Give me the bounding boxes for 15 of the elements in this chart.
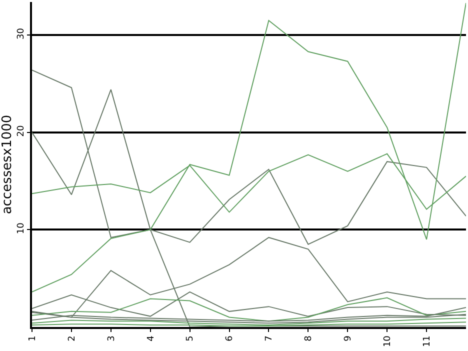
x-tick-label: 2	[67, 336, 78, 342]
x-tick-label: 11	[422, 336, 432, 348]
x-tick-label: 1	[28, 336, 38, 342]
x-tick-label: 6	[225, 335, 236, 342]
x-tick-label: 7	[264, 336, 275, 342]
y-tick-label: 10	[16, 222, 26, 234]
y-axis-title: accessesx1000	[0, 114, 15, 214]
x-tick-label: 8	[304, 335, 314, 342]
x-tick-label: 4	[146, 335, 156, 342]
x-tick-label: 9	[344, 335, 354, 342]
y-tick-label: 20	[16, 125, 26, 137]
y-tick-label: 30	[16, 28, 26, 40]
x-tick-label: 3	[106, 336, 117, 342]
x-tick-label: 10	[383, 335, 394, 348]
x-tick-label: 5	[186, 336, 196, 342]
